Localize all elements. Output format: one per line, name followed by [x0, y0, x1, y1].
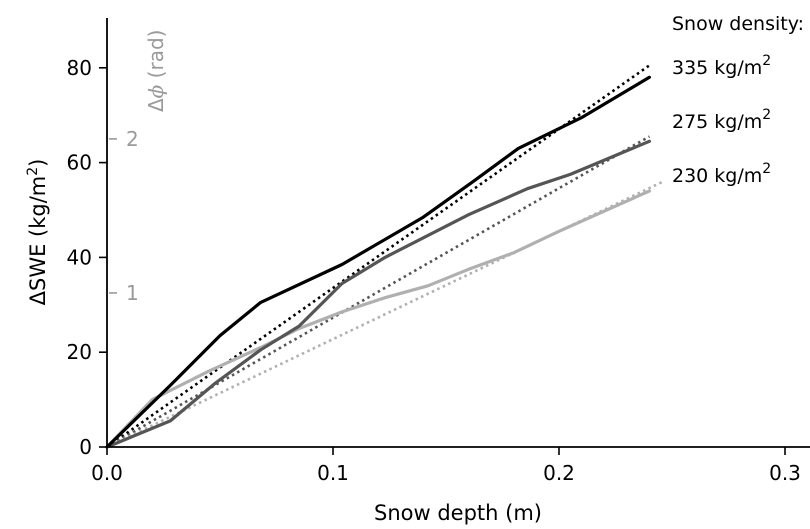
- plot-area: [105, 64, 664, 449]
- series-label-main: 335 kg/m: [672, 57, 762, 79]
- y-tick-label: 60: [67, 151, 92, 175]
- phase-axis-title: Δϕ (rad): [144, 30, 168, 112]
- phase-tick-label: 1: [126, 281, 139, 305]
- series-label-sup: 2: [762, 53, 771, 69]
- series-label-sup: 2: [762, 107, 771, 123]
- legend-title: Snow density:: [672, 13, 804, 35]
- y-axis-title-sup: 2: [25, 167, 41, 176]
- series-label-main: 275 kg/m: [672, 111, 762, 133]
- y-tick-label: 40: [67, 245, 92, 269]
- y-tick-label: 80: [67, 56, 92, 80]
- series-line-1: [105, 75, 652, 449]
- series-label-3: 230 kg/m2: [672, 161, 771, 187]
- x-tick-label: 0.0: [91, 461, 123, 485]
- series-label-sup: 2: [762, 161, 771, 177]
- y-axis-title: ΔSWE (kg/m2): [25, 159, 50, 306]
- y-tick-label: 0: [79, 435, 92, 459]
- phase-axis-title-unit: (rad): [144, 30, 168, 85]
- x-tick-label: 0.2: [543, 461, 575, 485]
- series-line-2: [105, 139, 652, 449]
- y-axis-title-main: ΔSWE (kg/m: [26, 176, 50, 306]
- phase-tick-label: 2: [126, 127, 139, 151]
- y-ticks: 0 20 40 60 80: [67, 56, 107, 459]
- x-ticks: 0.0 0.1 0.2 0.3: [91, 447, 801, 485]
- series-label-1: 335 kg/m2: [672, 53, 771, 79]
- fit-line-3: [106, 180, 664, 449]
- y-tick-label: 20: [67, 340, 92, 364]
- x-tick-label: 0.1: [317, 461, 349, 485]
- x-tick-label: 0.3: [769, 461, 801, 485]
- x-axis-title: Snow depth (m): [374, 501, 542, 525]
- series-line-3: [105, 189, 652, 449]
- y-axis-title-end: ): [26, 159, 50, 167]
- series-label-main: 230 kg/m: [672, 165, 762, 187]
- phase-axis-title-phi: ϕ: [144, 84, 168, 98]
- fit-line-2: [106, 135, 651, 449]
- series-label-2: 275 kg/m2: [672, 107, 771, 133]
- phase-ticks: 12: [109, 127, 139, 305]
- phase-axis-title-delta: Δ: [144, 98, 168, 112]
